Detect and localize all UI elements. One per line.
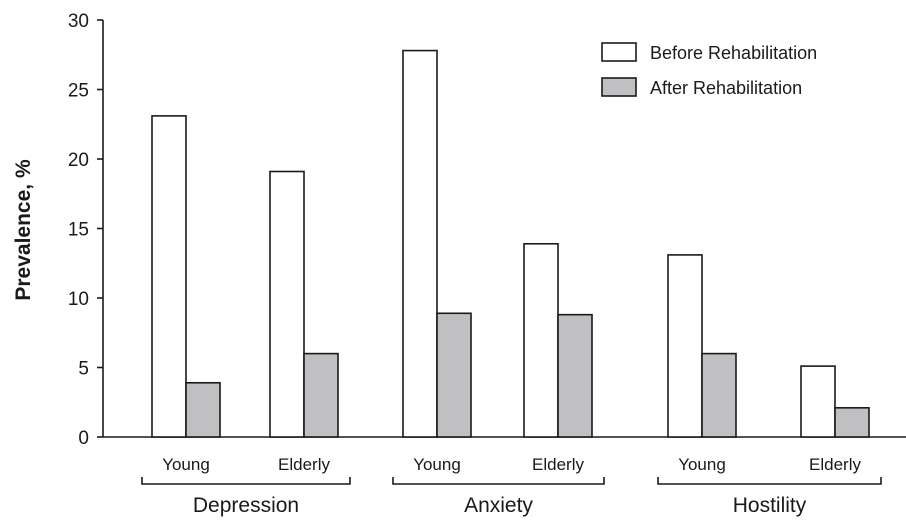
group-label: Hostility xyxy=(733,494,807,517)
bar-after-rehabilitation xyxy=(557,313,593,438)
subcategory-label: Young xyxy=(162,455,210,474)
y-tick-label: 30 xyxy=(68,11,89,32)
subcategory-label: Elderly xyxy=(532,455,584,474)
y-tick-label: 5 xyxy=(78,359,89,380)
subcategory-label: Elderly xyxy=(809,455,861,474)
group-bracket xyxy=(657,477,882,485)
bar-after-rehabilitation xyxy=(185,381,221,438)
bar-before-rehabilitation xyxy=(269,170,305,438)
y-tick-label: 20 xyxy=(68,150,89,171)
group-label: Depression xyxy=(193,494,299,517)
subcategory-label: Young xyxy=(678,455,726,474)
bar-after-rehabilitation xyxy=(436,312,472,438)
legend: Before Rehabilitation After Rehabilitatio… xyxy=(601,42,817,98)
subcategory-label: Elderly xyxy=(278,455,330,474)
y-tick-label: 25 xyxy=(68,81,89,102)
y-axis-title: Prevalence, % xyxy=(12,159,35,301)
y-tick-label: 15 xyxy=(68,220,89,241)
group-bracket xyxy=(141,477,351,485)
bar-before-rehabilitation xyxy=(151,115,187,438)
bar-after-rehabilitation xyxy=(303,352,339,438)
legend-label: Before Rehabilitation xyxy=(650,43,817,63)
axes: 0 5 10 15 20 25 30 xyxy=(68,11,906,449)
bar-before-rehabilitation xyxy=(402,49,438,438)
subcategory-label: Young xyxy=(413,455,461,474)
bar-after-rehabilitation xyxy=(701,352,737,438)
bar-after-rehabilitation xyxy=(834,407,870,438)
bars xyxy=(151,49,870,438)
bar-before-rehabilitation xyxy=(800,365,836,438)
group-bracket xyxy=(392,477,605,485)
legend-label: After Rehabilitation xyxy=(650,78,802,98)
category-labels: Young Elderly Depression Young Elderly Anxiet… xyxy=(141,455,882,517)
bar-before-rehabilitation xyxy=(667,254,703,438)
legend-swatch xyxy=(601,42,637,62)
bar-before-rehabilitation xyxy=(523,242,559,438)
legend-swatch xyxy=(601,77,637,97)
group-label: Anxiety xyxy=(464,494,533,517)
y-tick-label: 10 xyxy=(68,289,89,310)
y-tick-label: 0 xyxy=(78,428,89,449)
